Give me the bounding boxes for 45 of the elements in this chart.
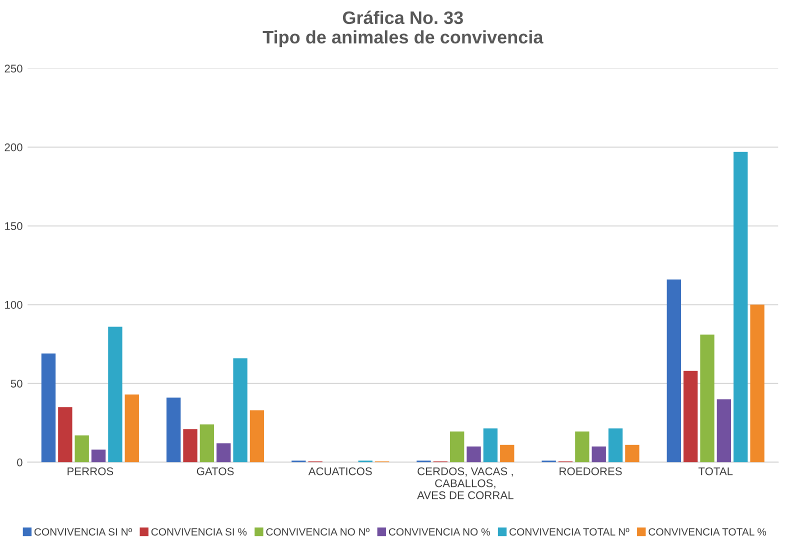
legend-label: CONVIVENCIA SI % (151, 528, 247, 536)
bar (483, 428, 498, 462)
x-tick-label: ACUATICOS (308, 467, 372, 476)
legend-label: CONVIVENCIA NO Nº (266, 528, 370, 536)
bar (750, 304, 764, 462)
bar (684, 370, 698, 462)
bar (700, 334, 714, 462)
bar (183, 429, 198, 462)
bar (108, 326, 122, 462)
y-tick-label: 0 (17, 458, 22, 466)
bar (734, 152, 748, 462)
bar (166, 398, 181, 462)
y-tick-label: 250 (4, 64, 22, 73)
legend-label: CONVIVENCIA TOTAL % (648, 528, 766, 536)
y-tick-label: 200 (4, 143, 22, 152)
bar (608, 428, 623, 462)
legend-label: CONVIVENCIA TOTAL Nº (510, 528, 630, 536)
bar (716, 399, 732, 462)
bar (74, 435, 89, 462)
bar (575, 431, 590, 462)
legend-label: CONVIVENCIA SI Nº (34, 528, 132, 536)
y-tick-label: 50 (10, 380, 22, 388)
x-tick-label: CERDOS, VACAS , CABALLOS, AVES DE CORRAL (417, 467, 514, 500)
legend-label: CONVIVENCIA NO % (388, 528, 490, 536)
bar (592, 446, 606, 462)
bar (200, 424, 214, 462)
bar (666, 279, 681, 462)
y-tick-label: 100 (5, 300, 22, 309)
bar (466, 446, 481, 462)
bar (625, 444, 640, 462)
x-tick-label: ROEDORES (560, 467, 622, 476)
x-tick-label: TOTAL (698, 467, 733, 476)
bar (124, 394, 139, 462)
bar (91, 450, 106, 462)
bar (41, 354, 56, 462)
x-tick-label: PERROS (68, 467, 114, 476)
y-tick-label: 150 (5, 222, 22, 230)
bar (216, 443, 231, 462)
bar (250, 410, 264, 462)
chart-title: Gráfica No. 33 Tipo de animales de convivencia (262, 10, 544, 48)
bar (500, 444, 514, 462)
bar (450, 431, 464, 462)
bar (233, 358, 248, 462)
bar (58, 407, 72, 462)
x-tick-label: GATOS (196, 467, 234, 476)
